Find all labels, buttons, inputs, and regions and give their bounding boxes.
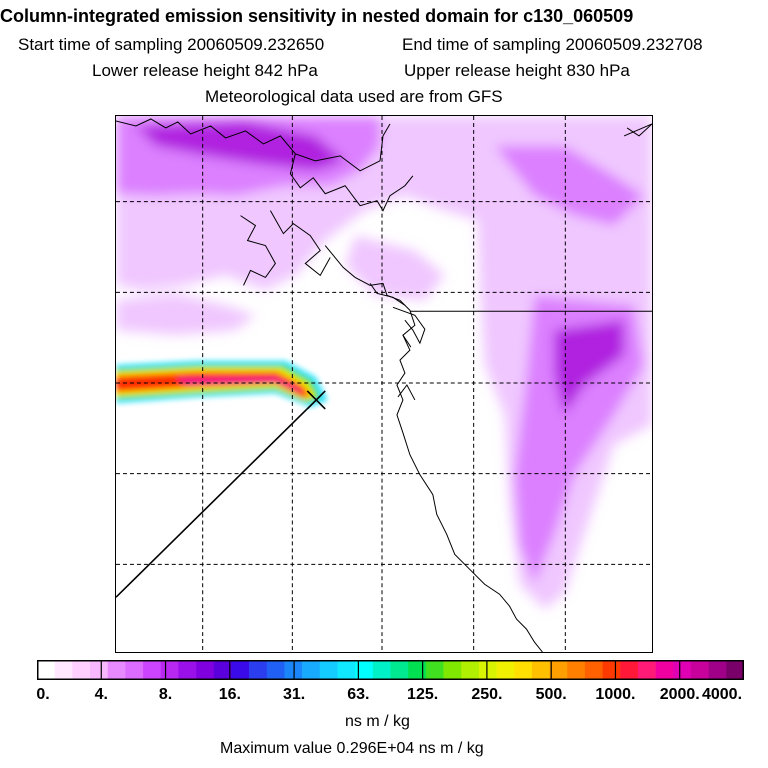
sensitivity-map (115, 115, 653, 653)
colorbar-tick-label: 0. (36, 686, 50, 703)
colorbar-swatch (231, 660, 250, 680)
coastline (116, 118, 652, 652)
colorbar-tick-label: 2000. (659, 686, 700, 703)
trajectory-line (116, 399, 317, 598)
colorbar-swatch (620, 660, 639, 680)
colorbar-swatch (425, 660, 444, 680)
colorbar-swatch (266, 660, 285, 680)
colorbar-swatch (708, 660, 727, 680)
release-marker (306, 390, 326, 410)
colorbar-swatch (196, 660, 215, 680)
field-region-central-low (345, 235, 445, 301)
start-time-label: Start time of sampling 20060509.232650 (18, 35, 325, 54)
units-label: ns m / kg (345, 713, 410, 730)
colorbar-swatch (284, 660, 303, 680)
plume-core (116, 361, 328, 407)
colorbar-swatch (107, 660, 126, 680)
colorbar-tick-label: 4000. (701, 686, 743, 703)
colorbar-swatch (355, 660, 374, 680)
colorbar-swatch (178, 660, 197, 680)
colorbar-swatch (637, 660, 656, 680)
lower-release-label: Lower release height 842 hPa (92, 61, 318, 80)
colorbar-tick-label: 4. (94, 686, 108, 703)
colorbar-tick-label: 63. (347, 686, 370, 703)
colorbar-frame (37, 660, 744, 680)
colorbar-swatch (478, 660, 497, 680)
colorbar-tick-label: 16. (218, 686, 241, 703)
colorbar-swatch (160, 660, 179, 680)
field-region-east-mid (514, 295, 645, 585)
colorbar-swatch (90, 660, 109, 680)
colorbar-swatch (143, 660, 162, 680)
field-region-west-low (116, 293, 256, 336)
colorbar-swatch (54, 660, 73, 680)
field-region-northeast-mid (494, 145, 645, 226)
colorbar-swatch (690, 660, 709, 680)
colorbar-swatch (372, 660, 391, 680)
colorbar (37, 660, 744, 680)
field-region-east-high (554, 320, 625, 415)
colorbar-swatch (337, 660, 356, 680)
colorbar-swatch (408, 660, 427, 680)
colorbar-swatch (531, 660, 550, 680)
latlon-grid (116, 116, 652, 652)
colorbar-swatch (655, 660, 674, 680)
colorbar-swatch (390, 660, 409, 680)
colorbar-swatch (514, 660, 533, 680)
colorbar-tick-label: 500. (535, 686, 567, 703)
colorbar-tick-label: 125. (407, 686, 439, 703)
colorbar-swatch (602, 660, 621, 680)
max-value-label: Maximum value 0.296E+04 ns m / kg (220, 740, 484, 757)
colorbar-swatch (443, 660, 462, 680)
colorbar-tick-label: 1000. (595, 686, 636, 703)
upper-release-label: Upper release height 830 hPa (404, 61, 630, 80)
colorbar-swatch (37, 660, 55, 680)
colorbar-swatch (213, 660, 232, 680)
colorbar-swatch (496, 660, 515, 680)
colorbar-swatch (319, 660, 338, 680)
colorbar-tick-label: 8. (158, 686, 173, 703)
colorbar-swatch (249, 660, 268, 680)
colorbar-swatch (726, 660, 744, 680)
colorbar-tick-label: 250. (471, 686, 503, 703)
end-time-label: End time of sampling 20060509.232708 (402, 35, 703, 54)
colorbar-swatch (584, 660, 603, 680)
colorbar-tick-label: 31. (282, 686, 306, 703)
colorbar-swatch (673, 660, 692, 680)
plot-title: Column-integrated emission sensitivity i… (0, 6, 634, 26)
colorbar-swatch (72, 660, 91, 680)
met-data-label: Meteorological data used are from GFS (205, 87, 503, 106)
colorbar-swatch (125, 660, 144, 680)
colorbar-swatch (549, 660, 568, 680)
colorbar-swatch (567, 660, 586, 680)
colorbar-swatch (302, 660, 321, 680)
colorbar-swatch (461, 660, 480, 680)
